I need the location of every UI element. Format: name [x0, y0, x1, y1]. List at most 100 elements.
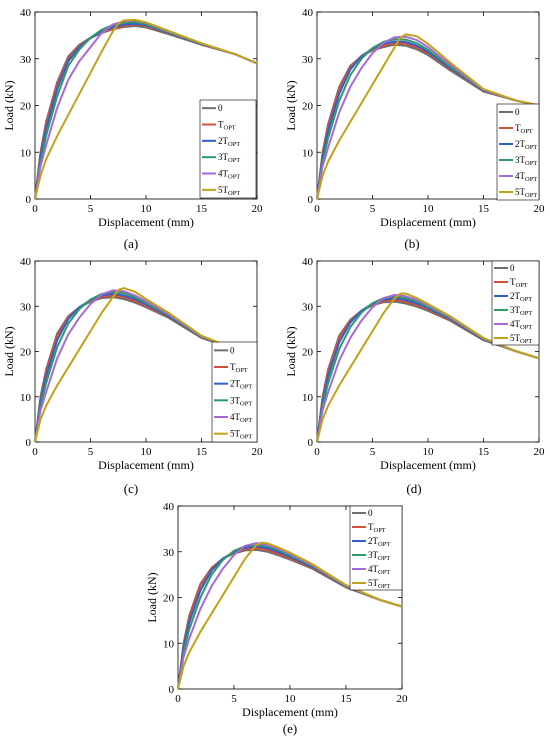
x-tick-label: 20: [252, 203, 264, 215]
chart-3: 0 5 10 15 20 0 10 20 30 40 Displacement (mm) Load (…: [2, 256, 263, 496]
y-tick-label: 0: [308, 194, 314, 206]
y-tick-label: 40: [20, 256, 32, 268]
x-tick-label: 5: [88, 203, 94, 215]
legend-label-2: 2TOPT: [510, 291, 532, 303]
y-tick-label: 30: [163, 547, 175, 559]
legend-label-3: 3TOPT: [368, 550, 390, 562]
panel-caption: (c): [124, 481, 138, 496]
x-axis-label: Displacement (mm): [98, 458, 194, 472]
x-tick-label: 20: [534, 446, 546, 458]
y-tick-label: 20: [20, 347, 32, 359]
legend-label-3: 3TOPT: [218, 152, 240, 164]
legend-label-5: 5TOPT: [230, 429, 252, 441]
legend: 0 TOPT 2TOPT 3TOPT 4TOPT 5TOPT: [491, 260, 540, 346]
series-line-5: [34, 287, 258, 443]
legend-box: [491, 260, 540, 346]
legend-label-4: 4TOPT: [368, 564, 390, 576]
x-tick-label: 5: [88, 446, 94, 458]
legend-label-2: 2TOPT: [515, 139, 537, 151]
x-tick-label: 5: [231, 693, 237, 705]
y-axis-label: Load (kN): [145, 572, 159, 622]
y-tick-label: 20: [302, 347, 314, 359]
x-tick-label: 10: [423, 446, 435, 458]
x-tick-label: 0: [32, 446, 38, 458]
y-tick-label: 40: [302, 256, 314, 268]
y-tick-label: 30: [20, 54, 32, 66]
panel-caption: (a): [124, 236, 138, 251]
legend-box: [496, 103, 540, 201]
x-axis-label: Displacement (mm): [380, 458, 476, 472]
y-tick-label: 0: [26, 194, 32, 206]
y-tick-label: 20: [163, 593, 175, 605]
x-tick-label: 15: [341, 693, 353, 705]
legend-label-4: 4TOPT: [230, 412, 252, 424]
x-tick-label: 15: [196, 203, 208, 215]
legend-label-1: TOPT: [230, 362, 248, 374]
panel-caption: (b): [404, 236, 419, 251]
legend-label-1: TOPT: [510, 277, 528, 289]
legend-label-0: 0: [510, 263, 515, 273]
legend-label-2: 2TOPT: [218, 136, 240, 148]
panel-caption: (e): [283, 721, 297, 736]
y-tick-label: 40: [163, 501, 175, 513]
x-tick-label: 0: [314, 446, 320, 458]
y-tick-label: 10: [302, 147, 314, 159]
series-line-5: [316, 292, 540, 443]
y-axis-label: Load (kN): [2, 80, 16, 130]
x-tick-label: 0: [314, 203, 320, 215]
y-tick-label: 40: [302, 7, 314, 19]
x-tick-label: 15: [478, 446, 490, 458]
panel-caption: (d): [406, 481, 421, 496]
x-tick-label: 15: [196, 446, 208, 458]
chart-2: 0 5 10 15 20 0 10 20 30 40 Displacement (mm) Load (…: [284, 7, 545, 251]
legend-label-1: TOPT: [368, 522, 386, 534]
x-tick-label: 20: [252, 446, 264, 458]
legend: 0 TOPT 2TOPT 3TOPT 4TOPT 5TOPT: [199, 99, 257, 199]
y-tick-label: 20: [20, 101, 32, 113]
y-tick-label: 0: [308, 437, 314, 449]
legend-label-4: 4TOPT: [510, 319, 532, 331]
legend-label-2: 2TOPT: [230, 379, 252, 391]
y-axis-label: Load (kN): [284, 80, 298, 130]
legend: 0 TOPT 2TOPT 3TOPT 4TOPT 5TOPT: [211, 341, 258, 443]
legend-label-4: 4TOPT: [515, 171, 537, 183]
y-tick-label: 30: [20, 301, 32, 313]
chart-5: 0 5 10 15 20 0 10 20 30 40 Displacement (mm) Load (…: [145, 501, 408, 736]
legend-label-5: 5TOPT: [510, 333, 532, 345]
series-line-5: [316, 33, 540, 200]
x-tick-label: 5: [370, 203, 376, 215]
series-line-5: [177, 541, 403, 690]
legend-label-5: 5TOPT: [368, 578, 390, 590]
y-tick-label: 30: [302, 54, 314, 66]
legend: 0 TOPT 2TOPT 3TOPT 4TOPT 5TOPT: [349, 505, 403, 591]
y-tick-label: 10: [302, 392, 314, 404]
legend-label-0: 0: [368, 508, 373, 518]
y-tick-label: 10: [20, 392, 32, 404]
x-tick-label: 20: [397, 693, 409, 705]
y-tick-label: 0: [169, 684, 175, 696]
y-tick-label: 30: [302, 301, 314, 313]
x-axis-label: Displacement (mm): [98, 215, 194, 229]
series-line-4: [316, 35, 540, 200]
legend-label-5: 5TOPT: [218, 185, 240, 197]
legend-label-5: 5TOPT: [515, 187, 537, 199]
y-tick-label: 10: [163, 638, 175, 650]
x-axis-label: Displacement (mm): [242, 705, 338, 719]
x-tick-label: 0: [32, 203, 38, 215]
legend-label-0: 0: [515, 107, 520, 117]
legend-label-2: 2TOPT: [368, 536, 390, 548]
legend-box: [199, 99, 257, 199]
chart-1: 0 5 10 15 20 0 10 20 30 40 Displacement (mm) Load (…: [2, 7, 263, 251]
y-tick-label: 40: [20, 7, 32, 19]
legend-label-0: 0: [230, 345, 235, 355]
legend: 0 TOPT 2TOPT 3TOPT 4TOPT 5TOPT: [496, 103, 540, 201]
x-tick-label: 10: [141, 446, 153, 458]
legend-label-3: 3TOPT: [510, 305, 532, 317]
x-tick-label: 0: [175, 693, 181, 705]
y-tick-label: 20: [302, 101, 314, 113]
legend-label-1: TOPT: [218, 120, 236, 132]
legend-box: [349, 505, 403, 591]
legend-label-3: 3TOPT: [230, 395, 252, 407]
y-tick-label: 0: [26, 437, 32, 449]
